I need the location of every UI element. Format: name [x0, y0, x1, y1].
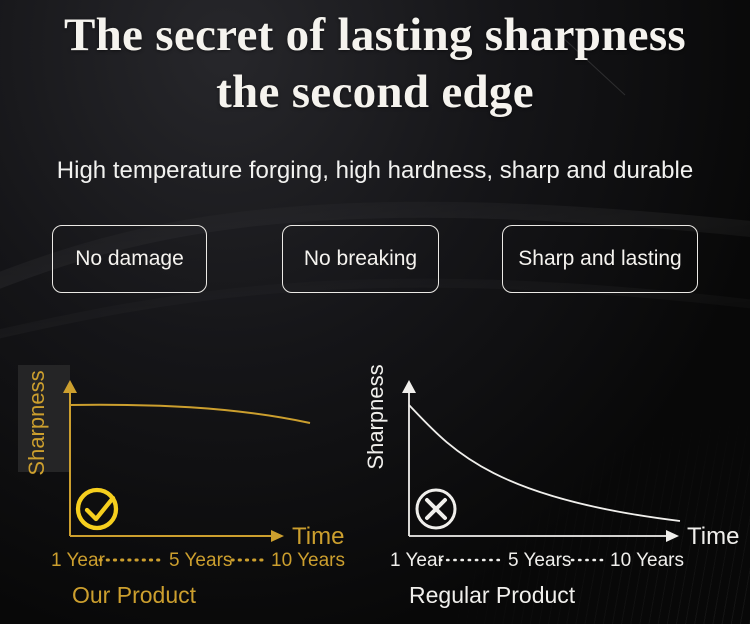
svg-text:1 Year: 1 Year: [51, 550, 106, 571]
svg-text:Regular Product: Regular Product: [409, 582, 576, 608]
svg-text:Sharpness: Sharpness: [24, 370, 49, 475]
svg-text:10 Years: 10 Years: [610, 550, 684, 571]
svg-text:Sharpness: Sharpness: [363, 364, 388, 469]
svg-text:Time: Time: [292, 523, 344, 550]
svg-text:5 Years: 5 Years: [508, 550, 571, 571]
svg-text:Our Product: Our Product: [72, 582, 197, 608]
svg-text:1 Year: 1 Year: [390, 550, 445, 571]
svg-text:Time: Time: [687, 523, 739, 550]
svg-text:5 Years: 5 Years: [169, 550, 232, 571]
svg-text:10 Years: 10 Years: [271, 550, 345, 571]
